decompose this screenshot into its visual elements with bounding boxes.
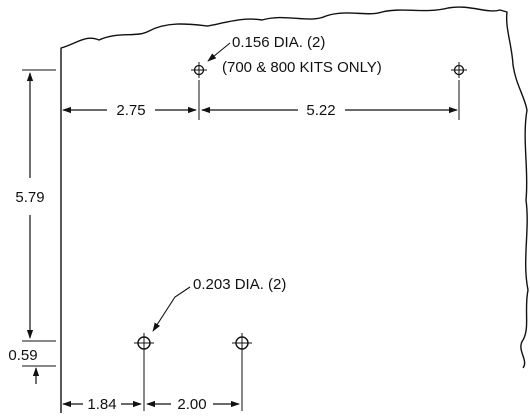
- small-hole-leader: [207, 42, 231, 62]
- small-hole-note: (700 & 800 KITS ONLY): [222, 59, 382, 76]
- hole-small-top-left: [191, 62, 207, 78]
- hole-small-top-right: [451, 62, 467, 78]
- dim-2-75-value: 2.75: [116, 102, 145, 119]
- hole-large-bottom-left: [134, 333, 154, 353]
- dim-5-22-value: 5.22: [306, 102, 335, 119]
- dim-5-79-value: 5.79: [15, 189, 44, 206]
- dim-2-00-value: 2.00: [177, 396, 206, 413]
- large-hole-diameter-label: 0.203 DIA. (2): [193, 276, 286, 293]
- dim-1-84-value: 1.84: [87, 396, 116, 413]
- small-hole-diameter-label: 0.156 DIA. (2): [232, 34, 325, 51]
- hole-large-bottom-right: [232, 333, 252, 353]
- large-hole-leader: [152, 286, 191, 332]
- template-sheet-outline: [60, 6, 529, 413]
- dim-0-59-value: 0.59: [8, 347, 37, 364]
